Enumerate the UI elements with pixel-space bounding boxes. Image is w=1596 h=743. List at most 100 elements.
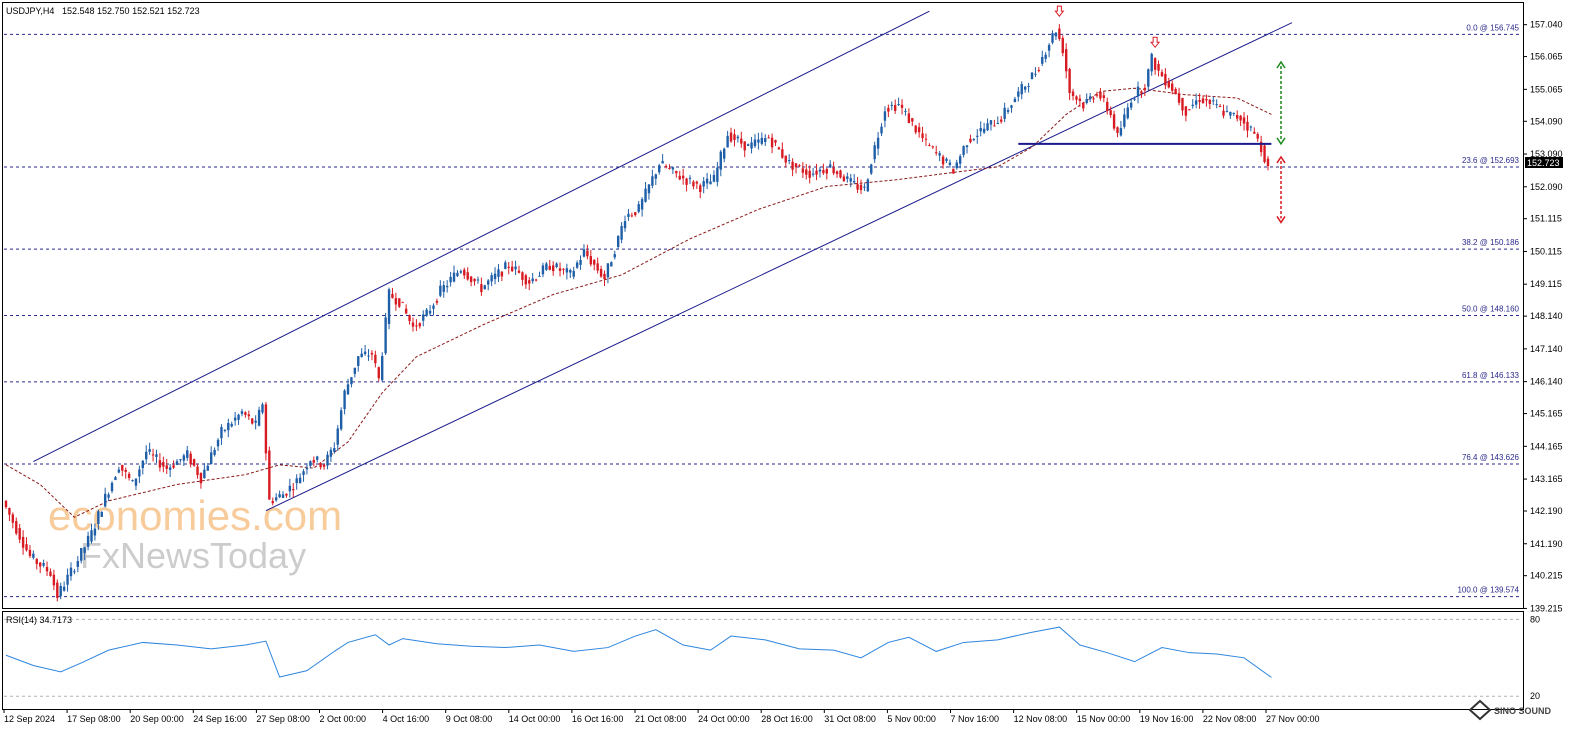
candle-body xyxy=(839,170,842,178)
candle-body xyxy=(172,465,175,468)
candle-body xyxy=(627,213,630,217)
channel-upper-line xyxy=(33,10,930,462)
rsi-level-label: 80 xyxy=(1530,614,1540,624)
candle-body xyxy=(750,142,753,149)
candle-body xyxy=(158,460,162,468)
candle-body xyxy=(168,467,172,470)
candle-body xyxy=(1106,101,1109,111)
candle-body xyxy=(463,269,466,276)
price-tick-label: 148.140 xyxy=(1530,311,1563,321)
candle-body xyxy=(360,353,363,358)
time-tick-label: 2 Oct 00:00 xyxy=(320,714,367,724)
candle-body xyxy=(531,278,534,282)
candle-body xyxy=(264,404,268,454)
rsi-level-label: 20 xyxy=(1530,691,1540,701)
candle-body xyxy=(1037,70,1041,72)
candle-body xyxy=(445,285,449,288)
candle-body xyxy=(377,367,380,379)
candle-body xyxy=(620,226,623,240)
candle-body xyxy=(829,164,832,168)
candle-body xyxy=(357,356,360,366)
candle-body xyxy=(223,429,227,431)
candle-body xyxy=(343,390,346,410)
candle-body xyxy=(254,420,257,423)
candle-body xyxy=(1205,98,1208,101)
candle-body xyxy=(1232,112,1235,114)
candle-body xyxy=(681,175,685,179)
candle-body xyxy=(914,125,917,133)
candle-body xyxy=(1123,114,1126,127)
candle-body xyxy=(422,314,425,321)
candle-body xyxy=(897,104,900,106)
price-tick-label: 152.090 xyxy=(1530,182,1563,192)
candle-body xyxy=(56,582,59,598)
candle-body xyxy=(842,176,846,182)
candle-body xyxy=(692,181,695,187)
candle-body xyxy=(705,178,709,184)
candle-body xyxy=(480,284,483,293)
candle-body xyxy=(668,167,671,169)
candle-body xyxy=(822,170,825,174)
price-tick-label: 140.215 xyxy=(1530,571,1563,581)
candle-body xyxy=(483,285,486,289)
time-tick-label: 24 Sep 16:00 xyxy=(193,714,247,724)
candle-body xyxy=(1201,98,1205,104)
candle-body xyxy=(1126,107,1129,119)
candle-body xyxy=(880,126,883,134)
candle-body xyxy=(206,465,209,471)
candle-body xyxy=(928,145,931,147)
candle-body xyxy=(630,215,634,217)
candle-body xyxy=(490,275,493,282)
time-tick-label: 5 Nov 00:00 xyxy=(887,714,936,724)
candle-body xyxy=(384,317,387,354)
candle-body xyxy=(233,417,237,421)
candle-body xyxy=(606,263,610,278)
watermark-fxnewstoday: FxNewsToday xyxy=(80,535,306,576)
candle-body xyxy=(1030,72,1034,80)
candle-body xyxy=(661,161,664,164)
candle-body xyxy=(1263,145,1266,163)
candle-body xyxy=(781,149,784,158)
candle-body xyxy=(1239,115,1242,121)
chart-symbol: USDJPY,H4 xyxy=(6,6,54,16)
candle-body xyxy=(476,279,480,281)
candle-body xyxy=(141,460,144,468)
fib-level-label: 38.2 @ 150.186 xyxy=(1462,238,1520,247)
candle-body xyxy=(989,120,993,125)
time-tick-label: 4 Oct 16:00 xyxy=(383,714,430,724)
candle-body xyxy=(688,177,692,179)
candle-body xyxy=(900,104,904,108)
candle-body xyxy=(473,278,476,282)
rsi-label: RSI(14) 34.7173 xyxy=(6,615,72,625)
candle-body xyxy=(1023,86,1027,90)
candle-body xyxy=(678,175,681,180)
time-tick-label: 21 Oct 08:00 xyxy=(635,714,687,724)
price-tick-label: 142.190 xyxy=(1530,506,1563,516)
candle-body xyxy=(1242,117,1246,124)
candle-body xyxy=(726,135,729,148)
candle-body xyxy=(288,485,292,492)
candle-body xyxy=(381,355,384,381)
candle-body xyxy=(1116,127,1119,133)
candle-body xyxy=(952,168,955,174)
candle-body xyxy=(528,280,531,284)
candle-body xyxy=(572,270,575,277)
candle-body xyxy=(784,155,787,163)
candle-body xyxy=(640,199,644,210)
candle-body xyxy=(1212,100,1215,102)
price-tick-label: 147.140 xyxy=(1530,344,1563,354)
candle-body xyxy=(93,528,97,536)
candle-body xyxy=(979,127,982,132)
candle-body xyxy=(39,562,42,567)
candle-body xyxy=(846,176,849,179)
candle-body xyxy=(1071,91,1075,97)
candle-body xyxy=(938,153,941,156)
time-tick-label: 24 Oct 00:00 xyxy=(698,714,750,724)
candle-body xyxy=(305,468,309,470)
candle-body xyxy=(186,450,189,458)
candle-body xyxy=(596,263,599,271)
candle-body xyxy=(1160,72,1164,77)
arrow-down-icon xyxy=(1276,216,1286,224)
time-tick-label: 31 Oct 08:00 xyxy=(824,714,876,724)
candle-body xyxy=(548,265,551,270)
